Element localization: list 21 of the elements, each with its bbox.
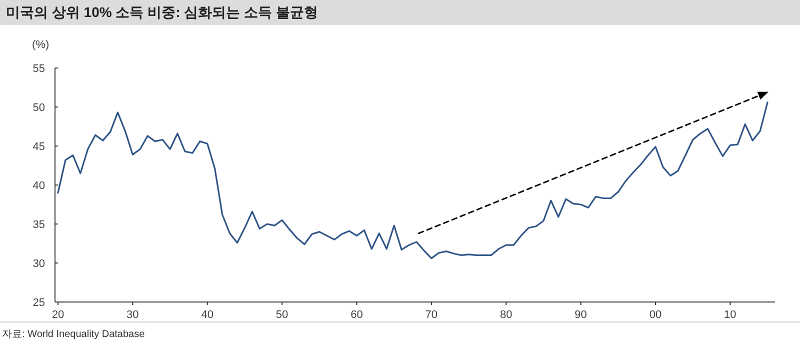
y-tick-label: 50 (32, 102, 45, 114)
x-tick-label: 90 (574, 309, 587, 321)
x-tick-label: 20 (52, 309, 64, 321)
line-series (57, 102, 768, 260)
chart-title: 미국의 상위 10% 소득 비중: 심화되는 소득 불균형 (6, 4, 318, 20)
x-tick-label: 70 (425, 309, 438, 321)
y-tick-label: 35 (32, 219, 45, 231)
y-tick-label: 40 (32, 180, 45, 192)
x-tick-label: 10 (724, 309, 736, 321)
text: 자료: World Inequality Database (2, 329, 146, 340)
y-tick-label: 55 (32, 63, 45, 75)
y-axis-title: (%) (32, 39, 50, 51)
x-tick-label: 50 (276, 309, 288, 321)
x-tick-label: 80 (500, 309, 512, 321)
y-tick-label: 45 (32, 141, 45, 153)
x-tick-label: 60 (350, 309, 363, 321)
x-tick-label: 30 (126, 309, 139, 321)
x-tick-label: 00 (649, 309, 662, 321)
y-tick-label: 30 (32, 258, 45, 270)
x-tick-label: 40 (201, 309, 214, 321)
y-tick-label: 25 (32, 297, 45, 309)
